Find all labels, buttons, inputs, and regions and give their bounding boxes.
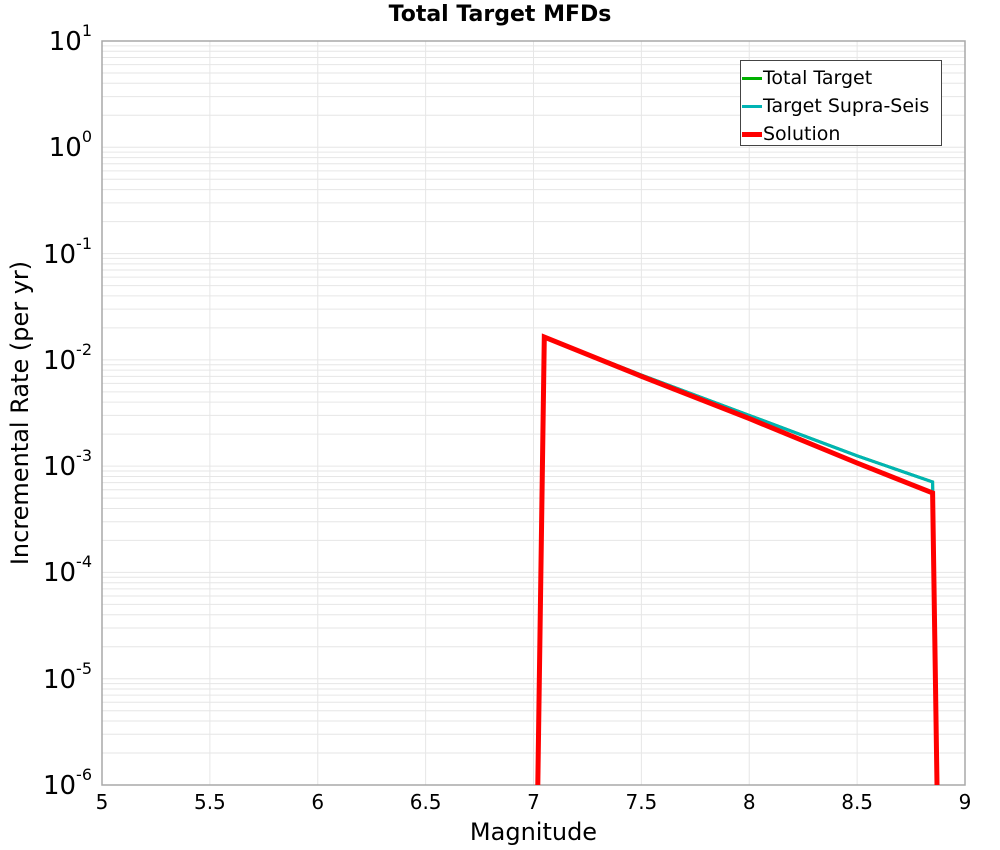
x-tick-label: 5.5 (193, 790, 226, 814)
legend: Total Target Target Supra-Seis Solution (740, 60, 942, 146)
y-axis-label: Incremental Rate (per yr) (6, 260, 34, 566)
x-tick-label: 9 (958, 790, 972, 814)
y-tick-label: 10-2 (42, 339, 92, 376)
legend-item-target-supra-seis: Target Supra-Seis (742, 92, 941, 120)
series-total-target (536, 334, 939, 786)
legend-label: Solution (763, 123, 841, 145)
x-tick-label: 7 (527, 790, 540, 814)
y-tick-label: 10-1 (42, 233, 92, 270)
legend-swatch-solution (742, 131, 762, 137)
legend-swatch-target-supra-seis (742, 104, 762, 108)
chart-title: Total Target MFDs (388, 2, 612, 27)
x-tick-label: 8 (742, 790, 756, 814)
x-tick-label: 6 (311, 790, 325, 814)
series-solution (535, 333, 940, 786)
y-tick-label: 10-4 (42, 552, 92, 589)
x-tick-label: 7.5 (625, 790, 658, 814)
y-tick-label: 10-6 (42, 765, 92, 801)
legend-label: Total Target (763, 67, 873, 89)
legend-label: Target Supra-Seis (763, 95, 930, 117)
x-axis-label: Magnitude (469, 818, 598, 846)
y-tick-label: 10-3 (42, 446, 92, 483)
series-target-supra-seis (536, 334, 939, 786)
x-tick-label: 8.5 (841, 790, 874, 814)
legend-item-total-target: Total Target (742, 64, 941, 92)
x-tick-label: 6.5 (409, 790, 442, 814)
y-tick-label: 10-5 (42, 658, 92, 695)
legend-swatch-total-target (742, 76, 762, 80)
legend-item-solution: Solution (742, 120, 941, 148)
y-tick-label: 100 (48, 127, 92, 164)
x-tick-label: 5 (95, 790, 109, 814)
y-tick-label: 101 (48, 21, 92, 57)
